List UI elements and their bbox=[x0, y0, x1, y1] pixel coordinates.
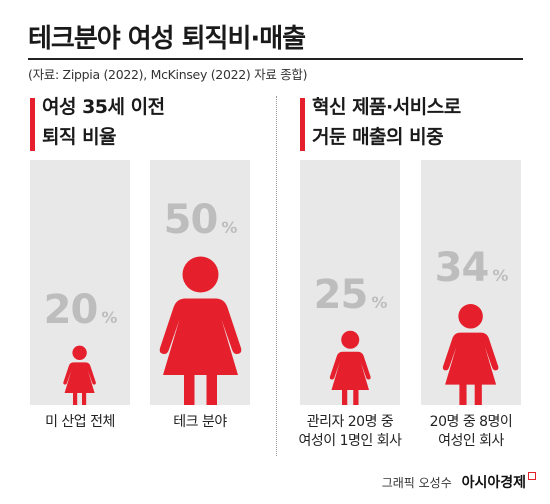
value-unit: % bbox=[371, 293, 387, 312]
source-note: (자료: Zippia (2022), McKinsey (2022) 자료 종… bbox=[28, 67, 308, 82]
section-heading-right-line1: 혁신 제품·서비스로 bbox=[312, 96, 461, 118]
value-label: 25% bbox=[300, 272, 400, 318]
value-number: 34 bbox=[434, 245, 490, 291]
section-heading-right-line2: 거둔 매출의 비중 bbox=[312, 126, 444, 148]
value-unit: % bbox=[492, 266, 508, 285]
category-label-line: 관리자 20명 중 bbox=[306, 414, 394, 430]
value-label: 20% bbox=[30, 287, 130, 333]
value-number: 50 bbox=[163, 197, 219, 243]
woman-figure-icon bbox=[329, 330, 371, 405]
title-rule bbox=[28, 58, 523, 60]
section-heading-left: 여성 35세 이전 퇴직 비율 bbox=[30, 92, 165, 152]
woman-figure-icon bbox=[63, 345, 97, 405]
category-label-line: 20명 중 8명이 bbox=[429, 414, 513, 430]
section-heading-left-line2: 퇴직 비율 bbox=[42, 126, 117, 148]
brand-mark-icon bbox=[528, 472, 536, 480]
value-unit: % bbox=[101, 308, 117, 327]
category-label-line: 미 산업 전체 bbox=[45, 414, 115, 430]
woman-figure-icon bbox=[159, 256, 241, 405]
credit-byline: 그래픽 오성수 bbox=[381, 476, 452, 490]
value-number: 25 bbox=[313, 272, 369, 318]
woman-figure-icon bbox=[443, 304, 499, 405]
section-divider bbox=[276, 96, 277, 456]
credit: 그래픽 오성수 아시아경제 bbox=[382, 472, 536, 492]
category-label: 미 산업 전체 bbox=[18, 413, 142, 432]
category-label-line: 테크 분야 bbox=[173, 414, 227, 430]
brand-logo: 아시아경제 bbox=[461, 475, 526, 491]
category-label: 테크 분야 bbox=[138, 413, 262, 432]
value-unit: % bbox=[221, 218, 237, 237]
value-number: 20 bbox=[43, 287, 99, 333]
value-label: 34% bbox=[421, 245, 521, 291]
category-label-line: 여성인 회사 bbox=[438, 433, 504, 449]
section-heading-right: 혁신 제품·서비스로 거둔 매출의 비중 bbox=[300, 92, 461, 152]
section-heading-left-line1: 여성 35세 이전 bbox=[42, 96, 165, 118]
category-label-line: 여성이 1명인 회사 bbox=[298, 433, 402, 449]
page-title: 테크분야 여성 퇴직비·매출 bbox=[28, 24, 306, 54]
value-label: 50% bbox=[150, 197, 250, 243]
